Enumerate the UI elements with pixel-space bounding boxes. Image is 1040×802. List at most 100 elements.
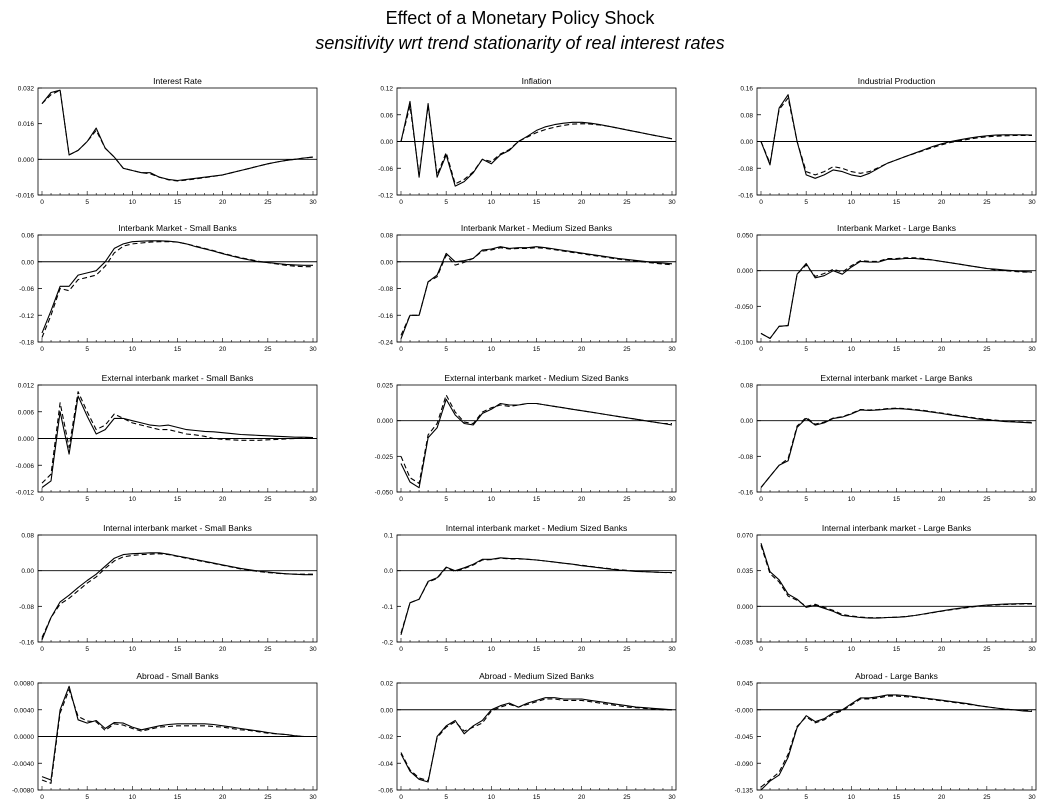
series-line-solid: [400, 697, 673, 783]
y-tick-label: -0.050: [375, 490, 394, 497]
y-tick-label: 0.06: [21, 233, 34, 240]
y-tick-label: 0.000: [737, 268, 754, 275]
y-tick-label: -0.090: [735, 761, 754, 768]
y-tick-label: -0.16: [738, 490, 753, 497]
plot-frame: [396, 682, 677, 791]
chart-panel: External interbank market - Small Banks 0…: [16, 373, 318, 503]
series-line-dashed: [760, 407, 1033, 488]
x-tick-label: 0: [40, 646, 44, 653]
y-tick-label: -0.16: [738, 193, 753, 200]
x-tick-label: 20: [938, 496, 946, 503]
y-tick-label: 0.012: [18, 383, 35, 390]
plot-frame: [37, 87, 318, 196]
y-tick-label: -0.2: [382, 640, 394, 647]
panel-title: Industrial Production: [858, 76, 936, 86]
chart-panel: Interbank Market - Large Banks 0.050 0.000…: [735, 223, 1037, 353]
x-tick-label: 0: [399, 646, 403, 653]
series-line-dashed: [760, 545, 1033, 619]
y-tick-label: 0.1: [384, 533, 393, 540]
series-line-solid: [400, 398, 673, 489]
x-tick-label: 20: [219, 496, 227, 503]
plot-frame: [396, 384, 677, 493]
x-tick-label: 25: [623, 346, 631, 353]
series-line-solid: [41, 240, 313, 334]
x-tick-label: 25: [264, 199, 272, 206]
x-tick-label: 20: [938, 794, 946, 801]
x-tick-label: 0: [399, 199, 403, 206]
x-tick-label: 10: [129, 794, 137, 801]
y-tick-label: 0.00: [740, 418, 753, 425]
y-tick-label: 0.08: [740, 383, 753, 390]
x-tick-label: 30: [668, 346, 676, 353]
x-tick-label: 20: [578, 346, 586, 353]
chart-panel: Internal interbank market - Large Banks 0…: [735, 523, 1037, 653]
y-tick-label: -0.18: [19, 340, 34, 347]
chart-panel: Abroad - Medium Sized Banks 0.02 0.00 -0.02…: [378, 671, 677, 801]
x-tick-label: 20: [938, 346, 946, 353]
x-tick-label: 15: [174, 794, 182, 801]
x-tick-label: 20: [578, 794, 586, 801]
x-tick-label: 25: [983, 346, 991, 353]
y-tick-label: -0.016: [16, 193, 35, 200]
x-tick-label: 10: [488, 346, 496, 353]
x-tick-label: 25: [983, 199, 991, 206]
plot-frame: [756, 534, 1037, 643]
series-line-dashed: [400, 698, 672, 782]
y-tick-label: 0.016: [18, 121, 35, 128]
y-tick-label: -0.050: [735, 304, 754, 311]
series-line-solid: [400, 246, 673, 339]
y-tick-label: -0.006: [16, 463, 35, 470]
x-tick-label: 0: [40, 346, 44, 353]
x-tick-label: 0: [399, 496, 403, 503]
x-tick-label: 20: [578, 496, 586, 503]
y-tick-label: 0.02: [380, 681, 393, 688]
y-tick-label: 0.08: [21, 533, 34, 540]
y-tick-label: 0.00: [740, 139, 753, 146]
y-tick-label: 0.070: [737, 533, 754, 540]
y-tick-label: 0.025: [377, 383, 394, 390]
x-tick-label: 20: [938, 646, 946, 653]
y-tick-label: 0.0080: [14, 681, 34, 688]
y-tick-label: -0.025: [375, 454, 394, 461]
x-tick-label: 15: [893, 496, 901, 503]
series-line-solid: [41, 685, 313, 781]
x-tick-label: 25: [983, 496, 991, 503]
x-tick-label: 0: [759, 794, 763, 801]
series-line-dashed: [400, 105, 673, 185]
plot-frame: [396, 234, 677, 343]
chart-panel: Internal interbank market - Small Banks 0…: [19, 523, 318, 653]
x-tick-label: 30: [309, 794, 317, 801]
x-tick-label: 30: [309, 346, 317, 353]
x-tick-label: 20: [578, 646, 586, 653]
x-tick-label: 5: [804, 794, 808, 801]
y-tick-label: 0.00: [380, 139, 393, 146]
x-tick-label: 15: [533, 646, 541, 653]
y-tick-label: -0.035: [735, 640, 754, 647]
series-line-dashed: [400, 247, 673, 336]
y-tick-label: 0.00: [21, 568, 34, 575]
y-tick-label: -0.24: [378, 340, 393, 347]
x-tick-label: 10: [129, 496, 137, 503]
panel-title: Interbank Market - Large Banks: [837, 223, 956, 233]
x-tick-label: 30: [309, 496, 317, 503]
x-tick-label: 25: [983, 646, 991, 653]
x-tick-label: 0: [40, 794, 44, 801]
panel-title: Interbank Market - Medium Sized Banks: [461, 223, 612, 233]
x-tick-label: 25: [623, 646, 631, 653]
x-tick-label: 10: [488, 646, 496, 653]
x-tick-label: 20: [578, 199, 586, 206]
x-tick-label: 25: [264, 646, 272, 653]
x-tick-label: 15: [174, 199, 182, 206]
x-tick-label: 5: [444, 199, 448, 206]
y-tick-label: -0.135: [735, 788, 754, 795]
panel-title: Abroad - Medium Sized Banks: [479, 671, 594, 681]
x-tick-label: 5: [444, 496, 448, 503]
x-tick-label: 10: [488, 794, 496, 801]
series-line-solid: [41, 395, 314, 488]
series-line-dashed: [41, 241, 313, 338]
x-tick-label: 25: [264, 794, 272, 801]
chart-panel: Abroad - Large Banks 0.045 -0.000 -0.045 -0.…: [735, 671, 1037, 801]
plot-frame: [37, 534, 318, 643]
x-tick-label: 5: [444, 794, 448, 801]
series-line-solid: [760, 543, 1033, 619]
